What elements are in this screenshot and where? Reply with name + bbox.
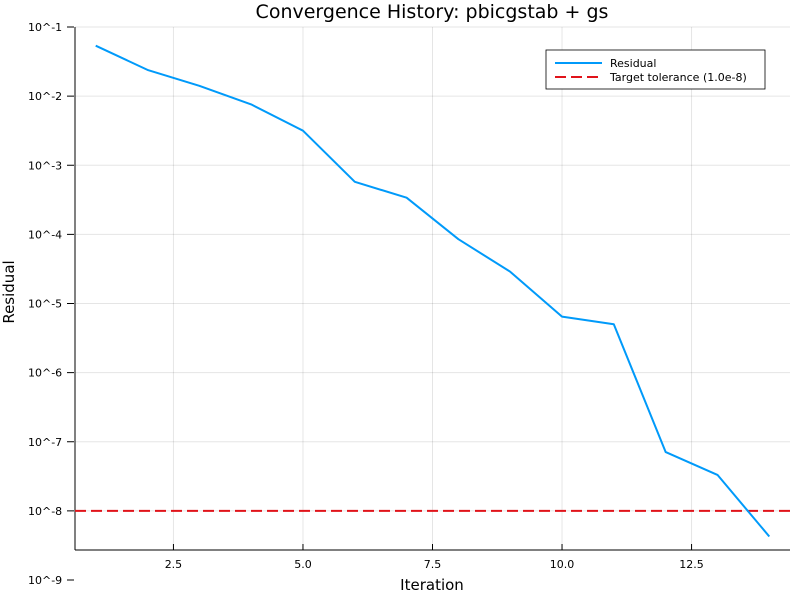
residual-point bbox=[613, 323, 615, 325]
residual-point bbox=[198, 85, 200, 87]
plot-series bbox=[75, 44, 790, 538]
y-axis-title: Residual bbox=[0, 260, 18, 323]
residual-point bbox=[406, 197, 408, 199]
x-tick-label: 5.0 bbox=[294, 558, 312, 571]
residual-point bbox=[354, 181, 356, 183]
tick-labels: 10^-1 10^-2 10^-3 10^-4 10^-5 10^-6 10^-7 10^-8… bbox=[28, 21, 704, 587]
legend: Residual Target tolerance (1.0e-8) bbox=[545, 49, 766, 90]
residual-point bbox=[716, 474, 718, 476]
x-tick-label: 2.5 bbox=[165, 558, 183, 571]
x-tick-label: 10.0 bbox=[550, 558, 575, 571]
y-tick-label: 10^-6 bbox=[28, 367, 62, 380]
residual-point bbox=[250, 103, 252, 105]
residual-point bbox=[457, 238, 459, 240]
y-tick-label: 10^-4 bbox=[28, 228, 62, 241]
y-tick-label: 10^-8 bbox=[28, 505, 62, 518]
legend-residual-label: Residual bbox=[610, 57, 656, 70]
residual-point bbox=[95, 45, 97, 47]
y-tick-label: 10^-2 bbox=[28, 90, 62, 103]
residual-point bbox=[665, 451, 667, 453]
residual-point bbox=[147, 69, 149, 71]
y-tick-label: 10^-3 bbox=[28, 159, 62, 172]
legend-box bbox=[545, 49, 766, 90]
x-axis-title: Iteration bbox=[400, 576, 464, 594]
y-tick-label: 10^-7 bbox=[28, 436, 62, 449]
chart-title: Convergence History: pbicgstab + gs bbox=[256, 1, 609, 23]
legend-tolerance-label: Target tolerance (1.0e-8) bbox=[609, 71, 747, 84]
residual-point bbox=[561, 316, 563, 318]
residual-line bbox=[95, 44, 771, 538]
y-tick-label: 10^-5 bbox=[28, 298, 62, 311]
y-tick-label: 10^-9 bbox=[28, 574, 62, 587]
x-tick-label: 12.5 bbox=[679, 558, 704, 571]
y-tick-label: 10^-1 bbox=[28, 21, 62, 34]
residual-point bbox=[768, 535, 770, 537]
x-tick-label: 7.5 bbox=[424, 558, 442, 571]
residual-point bbox=[509, 271, 511, 273]
residual-point bbox=[302, 130, 304, 132]
